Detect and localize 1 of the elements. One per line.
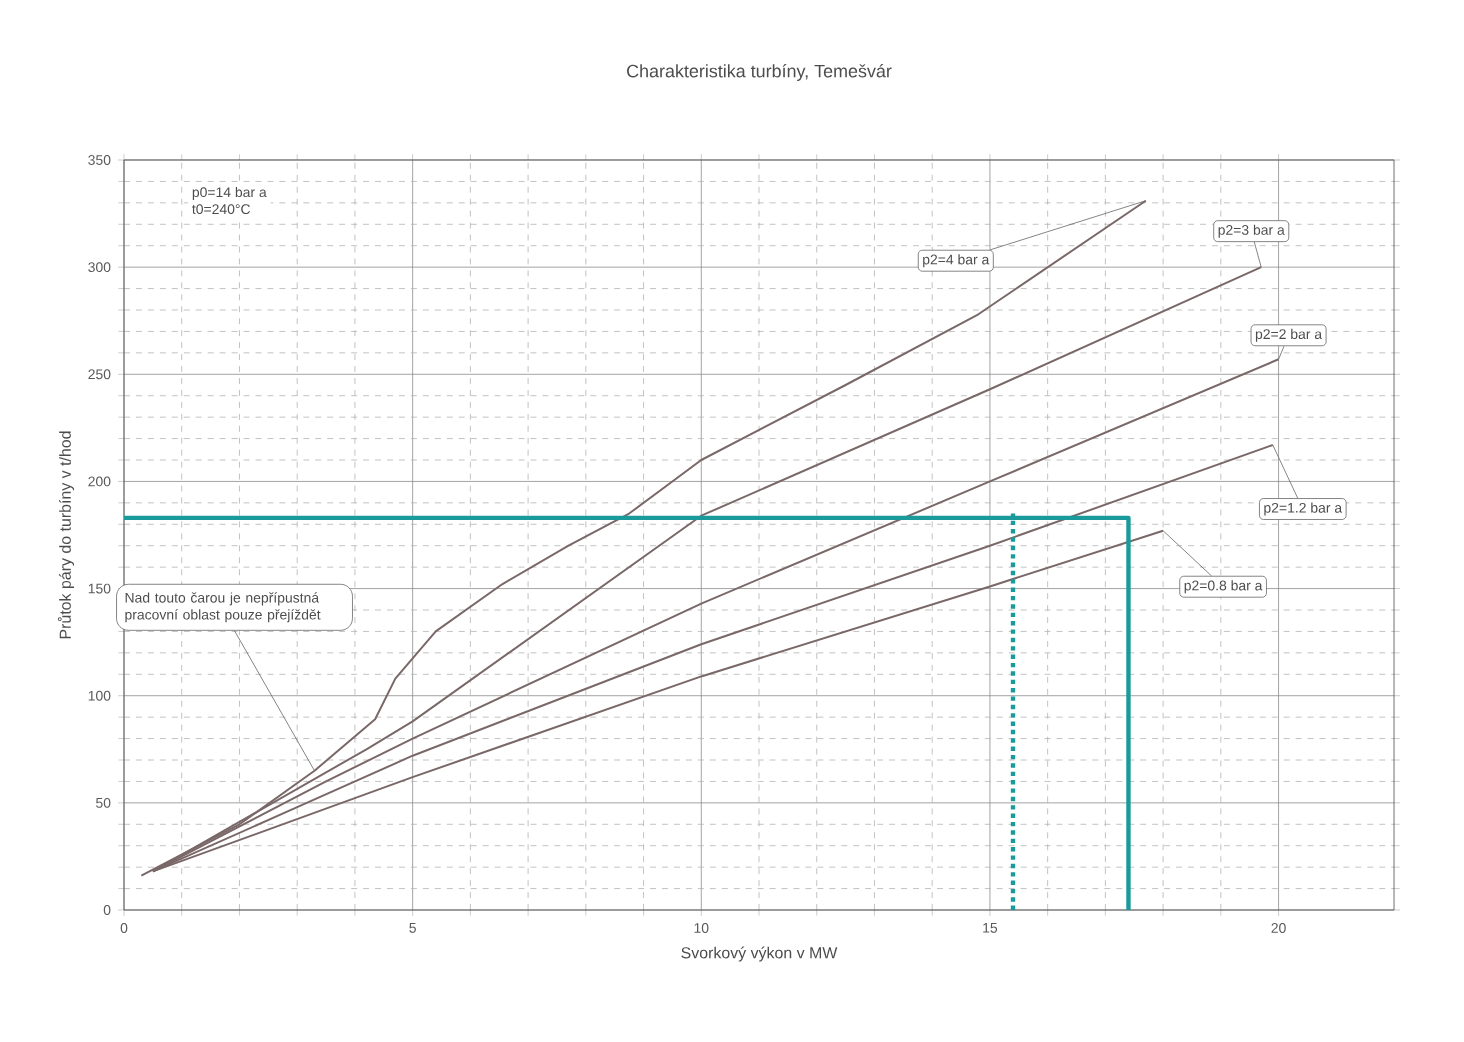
- chart-title: Charakteristika turbíny, Temešvár: [627, 64, 892, 81]
